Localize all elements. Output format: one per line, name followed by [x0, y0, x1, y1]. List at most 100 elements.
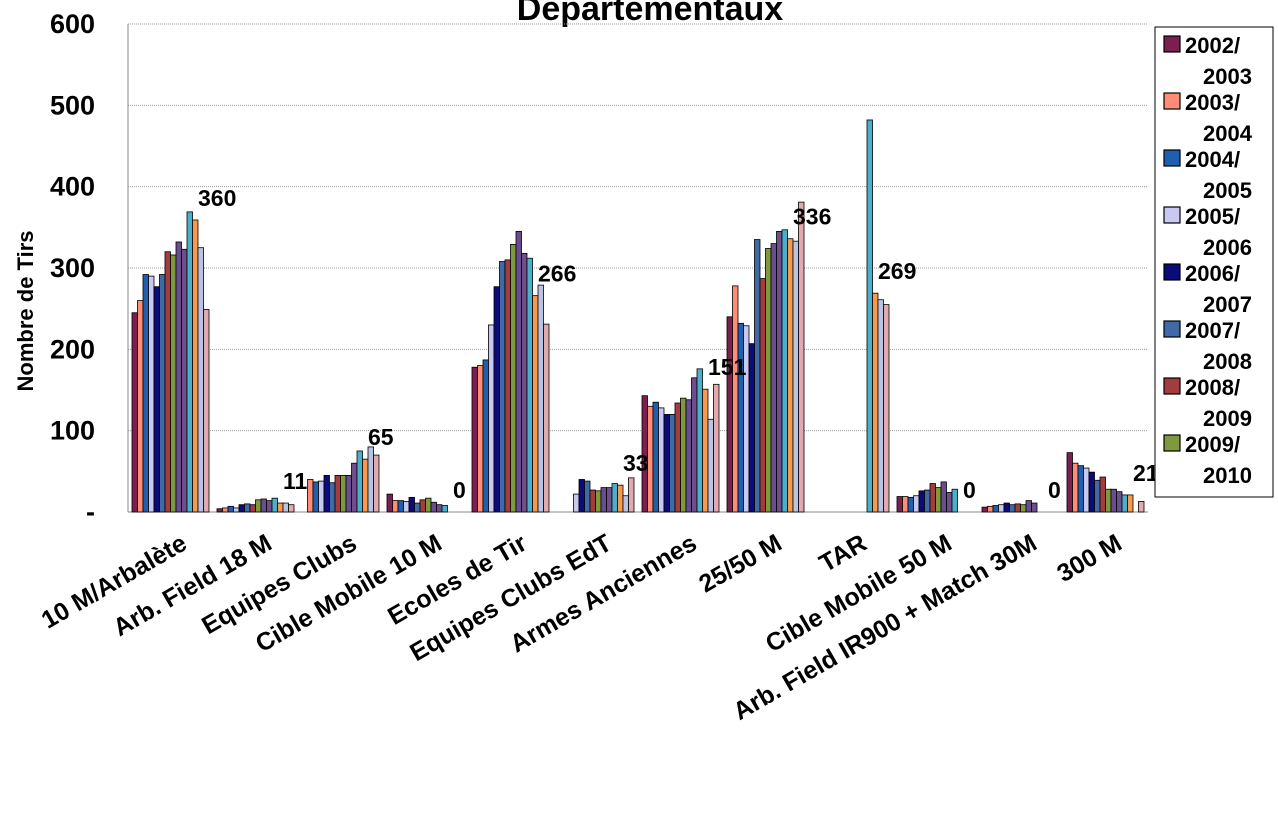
bar [628, 477, 635, 513]
bar [419, 499, 426, 513]
legend-label-line2: 2006 [1203, 235, 1252, 260]
legend-label-line2: 2003 [1203, 64, 1252, 89]
bar [477, 365, 484, 513]
bar [482, 359, 489, 513]
bar [436, 504, 443, 513]
bar [1105, 488, 1112, 513]
y-axis-label: Nombre de Tirs [13, 231, 38, 392]
chart-title: Départementaux [517, 0, 784, 28]
y-tick-label: 500 [50, 90, 95, 120]
data-label: 269 [878, 258, 916, 284]
bar [578, 479, 585, 513]
bar [1127, 494, 1134, 513]
bar [515, 230, 522, 513]
legend-swatch [1163, 206, 1181, 224]
bar [713, 383, 720, 513]
legend-label: 2009/ [1185, 432, 1240, 457]
y-tick-label: - [86, 497, 95, 527]
bar [707, 418, 714, 513]
bar [271, 497, 278, 513]
bar [1116, 491, 1123, 513]
bar [493, 286, 500, 513]
bar [606, 487, 613, 513]
bar [877, 299, 884, 513]
bar [334, 474, 341, 513]
bar [159, 274, 166, 513]
y-tick-label: 600 [50, 9, 95, 39]
y-tick-label: 400 [50, 172, 95, 202]
bar [896, 496, 903, 513]
bar [392, 500, 399, 513]
bar [737, 322, 744, 513]
bar [951, 488, 958, 513]
bar [883, 304, 890, 513]
bar [748, 343, 755, 513]
bar [323, 474, 330, 513]
bar [340, 474, 347, 513]
x-category-label: TAR [815, 529, 872, 578]
bar [1138, 501, 1145, 513]
bar [866, 119, 873, 513]
bar [131, 312, 138, 513]
bar [754, 239, 761, 513]
bar [227, 505, 234, 513]
bar [345, 474, 352, 513]
legend-label: 2004/ [1185, 147, 1240, 172]
bar [1121, 494, 1128, 513]
bar [282, 502, 289, 513]
legend-label: 2007/ [1185, 318, 1240, 343]
data-label: 11 [283, 468, 308, 494]
bar [913, 495, 920, 513]
bar [397, 500, 404, 513]
bar [510, 244, 517, 513]
bar [403, 501, 410, 513]
bar [356, 450, 363, 513]
bar [702, 388, 709, 513]
bar [244, 503, 251, 513]
bar [521, 252, 528, 513]
y-tick-label: 100 [50, 416, 95, 446]
bar [658, 407, 665, 513]
bar [222, 507, 229, 513]
legend-label: 2006/ [1185, 261, 1240, 286]
data-label: 336 [793, 204, 831, 230]
legend-label-line2: 2008 [1203, 349, 1252, 374]
legend-swatch [1163, 434, 1181, 452]
data-label: 0 [963, 477, 976, 503]
bar [902, 496, 909, 513]
legend-label-line2: 2009 [1203, 406, 1252, 431]
bar [652, 401, 659, 513]
bar [992, 505, 999, 513]
bar [589, 489, 596, 513]
bar [288, 504, 295, 513]
legend-label: 2002/ [1185, 33, 1240, 58]
bar [499, 261, 506, 513]
bar [691, 377, 698, 513]
bar [663, 413, 670, 513]
bar [573, 493, 580, 513]
data-label: 151 [708, 354, 747, 380]
bar [181, 248, 188, 513]
bar [1031, 502, 1038, 513]
bar [504, 259, 511, 513]
bar [216, 508, 223, 513]
bar [471, 366, 478, 513]
bar [787, 238, 794, 513]
legend-label: 2003/ [1185, 90, 1240, 115]
bar [307, 479, 314, 513]
legend-label: 2005/ [1185, 204, 1240, 229]
bar [362, 458, 369, 513]
data-label: 65 [368, 424, 394, 450]
data-label: 360 [198, 185, 236, 211]
bar [617, 484, 624, 513]
bar [142, 274, 149, 513]
legend: 2002/20032003/20042004/20052005/20062006… [1154, 26, 1274, 498]
bar [1088, 471, 1095, 513]
bar [940, 481, 947, 513]
bar [1110, 488, 1117, 513]
x-category-label: 300 M [1052, 529, 1126, 588]
bar [277, 502, 284, 513]
data-label: 33 [623, 450, 649, 476]
